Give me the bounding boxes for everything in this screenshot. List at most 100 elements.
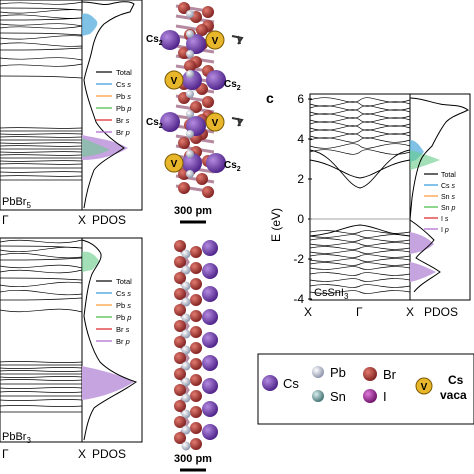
panel-a-legend-label-0: Total bbox=[116, 68, 132, 77]
panel-c-ytick-6: 6 bbox=[297, 92, 304, 106]
cs-atom bbox=[202, 378, 218, 394]
panel-a-tick-x: X bbox=[78, 213, 86, 227]
panel-c-band-val-7 bbox=[309, 258, 411, 262]
br-atom bbox=[174, 352, 186, 364]
br-atom bbox=[190, 262, 202, 274]
br-atom bbox=[174, 272, 186, 284]
panel-a-band-lower-2 bbox=[0, 133, 83, 135]
svg-text:V: V bbox=[212, 36, 219, 47]
panel-b-legend-label-1: Cs s bbox=[116, 289, 131, 298]
br-atom bbox=[190, 406, 202, 418]
structure-bottom-atoms bbox=[174, 240, 218, 451]
panel-a-band-upper-6 bbox=[0, 25, 83, 29]
br-atom bbox=[190, 342, 202, 354]
panel-c-ytick-2: 2 bbox=[297, 172, 304, 186]
br-atom bbox=[190, 390, 202, 402]
panel-c-band-cond-10 bbox=[309, 137, 411, 143]
pb-atom bbox=[181, 361, 191, 371]
panel-c-material-label: CsSnI3 bbox=[314, 287, 349, 301]
panel-b-band-upper-9 bbox=[0, 289, 83, 296]
panel-c-band-val-10 bbox=[309, 272, 411, 276]
panel-a-band-upper-2 bbox=[0, 9, 83, 14]
atom-legend-label-cs: Cs bbox=[283, 376, 299, 391]
panel-c-legend-label-0: Total bbox=[441, 172, 456, 179]
panel-a-band-lower-11 bbox=[0, 160, 83, 162]
panel-a-pdos-cs-fill bbox=[82, 13, 98, 36]
panel-b-band-lower-11 bbox=[0, 399, 83, 401]
panel-b: Total Cs s Pb s Pb p Br s Br p PbBr3 Γ X… bbox=[0, 237, 143, 461]
panel-b-band-upper-6 bbox=[0, 269, 83, 274]
panel-c-band-cond-12 bbox=[309, 149, 411, 155]
panel-c-bands bbox=[309, 97, 411, 294]
structure-top-atoms bbox=[160, 2, 226, 198]
panel-c-pdos-frame bbox=[409, 93, 471, 301]
panel-c-band-val-2 bbox=[309, 238, 411, 242]
vacancy-marker-2: V bbox=[164, 70, 184, 90]
structure-top-scale-label: 300 pm bbox=[174, 205, 212, 217]
panel-b-band-lower-9 bbox=[0, 391, 83, 393]
atom-legend-vacancy-text-1: Cs bbox=[448, 373, 464, 387]
panel-c: c E (eV) 6 4 2 0 -2 -4 To bbox=[266, 90, 471, 319]
cs-atom bbox=[202, 240, 218, 256]
panel-c-pdos-snp-fill bbox=[410, 150, 440, 170]
cs-atom bbox=[160, 30, 180, 50]
panel-b-legend-label-5: Br p bbox=[116, 337, 130, 346]
atom-legend-swatch-br bbox=[363, 367, 377, 381]
br-atom bbox=[174, 416, 186, 428]
cs-atom bbox=[202, 286, 218, 302]
panel-c-pdos bbox=[409, 97, 469, 293]
pb-atom bbox=[186, 170, 194, 178]
panel-b-band-upper-2 bbox=[0, 246, 83, 253]
panel-a-band-upper-10 bbox=[0, 47, 83, 51]
cs-atom bbox=[202, 401, 218, 417]
panel-a-pdos-frame bbox=[81, 0, 143, 211]
cs-atom bbox=[186, 34, 206, 54]
atom-legend-label-sn: Sn bbox=[330, 389, 346, 404]
structure-top-label-cs2-4: Cs2 bbox=[224, 160, 241, 173]
atom-legend-label-br: Br bbox=[383, 367, 397, 382]
br-atom bbox=[190, 358, 202, 370]
br-atom bbox=[174, 320, 186, 332]
svg-text:V: V bbox=[171, 76, 178, 87]
br-atom bbox=[190, 326, 202, 338]
panel-a-band-frame bbox=[0, 0, 83, 211]
structure-bottom-scale-label: 300 pm bbox=[174, 453, 212, 465]
panel-a-band-lower-9 bbox=[0, 154, 83, 156]
panel-c-band-cond-11 bbox=[309, 143, 411, 149]
panel-b-band-upper-5 bbox=[0, 264, 83, 269]
panel-c-band-cbm bbox=[309, 149, 411, 189]
panel-b-band-lower-8 bbox=[0, 387, 83, 389]
panel-a-band-upper-11 bbox=[0, 57, 83, 61]
panel-b-band-lower-6 bbox=[0, 379, 83, 381]
panel-a-band-lower-12 bbox=[0, 163, 83, 165]
panel-a-band-lower-6 bbox=[0, 145, 83, 147]
panel-a-band-upper-4 bbox=[0, 17, 83, 21]
cs-atom bbox=[206, 153, 226, 173]
panel-c-legend-label-5: I p bbox=[441, 227, 449, 234]
panel-c-band-val-12 bbox=[309, 284, 411, 288]
panel-a-band-lower-14 bbox=[0, 171, 83, 173]
cs-atom bbox=[202, 309, 218, 325]
pb-atom bbox=[186, 30, 194, 38]
panel-b-band-upper-3 bbox=[0, 252, 83, 259]
atom-legend-swatch-cs bbox=[262, 375, 278, 391]
cs-atom bbox=[202, 424, 218, 440]
panel-b-band-upper-7 bbox=[0, 277, 83, 281]
pb-atom bbox=[186, 90, 194, 98]
pb-atom bbox=[181, 313, 191, 323]
panel-c-band-val-4 bbox=[309, 246, 411, 250]
br-atom bbox=[202, 6, 214, 18]
panel-b-legend-label-3: Pb p bbox=[116, 313, 131, 322]
pb-atom bbox=[186, 150, 194, 158]
br-atom bbox=[184, 60, 196, 72]
panel-b-band-upper-0 bbox=[0, 239, 83, 244]
panel-c-band-val-3 bbox=[309, 242, 411, 246]
svg-text:V: V bbox=[171, 159, 178, 170]
panel-c-pdos-label: PDOS bbox=[424, 305, 458, 319]
panel-a-legend-label-1: Cs s bbox=[116, 80, 131, 89]
panel-a-pdos bbox=[81, 1, 135, 209]
panel-a-bands bbox=[0, 1, 83, 181]
panel-c-pdos-total bbox=[409, 97, 469, 293]
panel-a-band-lower-15 bbox=[0, 175, 83, 177]
panel-a-pdos-pbp-fill bbox=[82, 138, 110, 157]
